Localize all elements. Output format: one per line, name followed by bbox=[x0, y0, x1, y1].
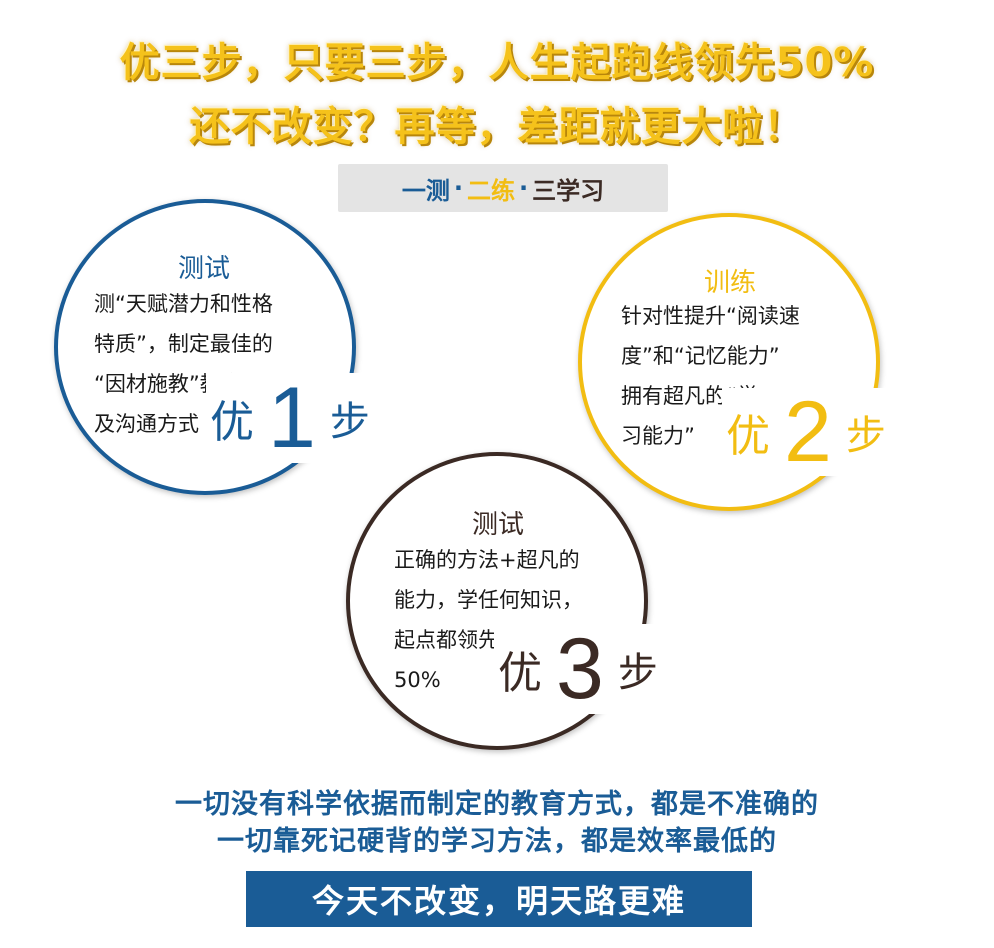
call-to-action-banner: 今天不改变，明天路更难 bbox=[246, 871, 752, 927]
bottom-statement-2: 一切靠死记硬背的学习方法，都是效率最低的 bbox=[217, 826, 777, 857]
step-3-label: 优 3 步 bbox=[494, 624, 662, 714]
step-3-suffix: 步 bbox=[617, 650, 658, 696]
step-1-prefix: 优 bbox=[210, 397, 254, 448]
step-1-suffix: 步 bbox=[329, 399, 370, 445]
step-1-label: 优 1 步 bbox=[206, 373, 374, 463]
step-3-number: 3 bbox=[556, 621, 604, 717]
step-2-number: 2 bbox=[784, 384, 832, 480]
step-3-prefix: 优 bbox=[498, 648, 542, 699]
tagline-part-3: 三学习 bbox=[532, 176, 605, 205]
tagline-separator-2: · bbox=[519, 174, 529, 202]
headline-line-2: 还不改变？再等，差距就更大啦！ bbox=[189, 104, 805, 150]
tagline-part-1: 一测 bbox=[401, 176, 450, 205]
step-1-number: 1 bbox=[268, 370, 316, 466]
step-2-label: 优 2 步 bbox=[722, 388, 890, 476]
headline-line-1: 优三步，只要三步，人生起跑线领先50% bbox=[119, 40, 875, 86]
bottom-statement-1: 一切没有科学依据而制定的教育方式，都是不准确的 bbox=[175, 789, 819, 820]
step-2-prefix: 优 bbox=[726, 411, 770, 462]
tagline-part-2: 二练 bbox=[467, 176, 515, 205]
step-3-description: 正确的方法+超凡的 能力，学任何知识， 起点都领先 50% bbox=[394, 548, 583, 692]
step-2-suffix: 步 bbox=[845, 413, 886, 459]
step-1-circle bbox=[54, 199, 356, 495]
tagline-bar: 一测 · 二练 · 三学习 bbox=[338, 164, 668, 212]
step-2-title: 训练 bbox=[703, 268, 756, 298]
step-3-title: 测试 bbox=[471, 510, 524, 540]
tagline-separator-1: · bbox=[453, 174, 463, 202]
step-1-title: 测试 bbox=[177, 254, 230, 284]
